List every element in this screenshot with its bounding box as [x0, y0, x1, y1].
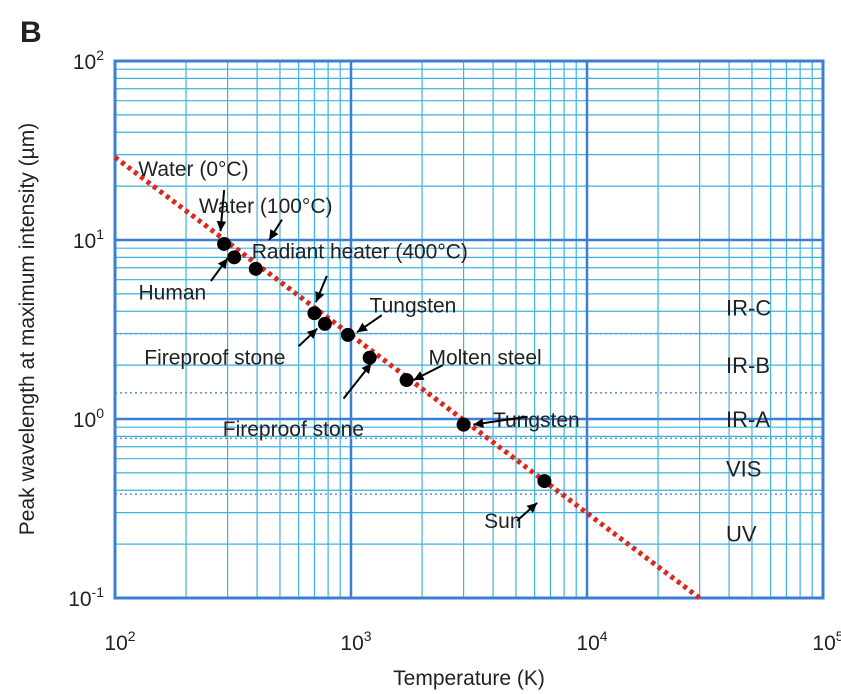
y-tick-label: 102 [73, 47, 104, 74]
data-point [248, 261, 263, 276]
x-tick-label: 103 [340, 628, 371, 655]
annotation-label: Water (100°C) [199, 195, 333, 218]
data-point [227, 250, 242, 265]
data-point [317, 316, 332, 331]
y-axis-ticks: 10-1 100 101 102 [68, 47, 104, 611]
data-point [217, 236, 232, 251]
y-axis-label: Peak wavelength at maximum intensity (µm… [16, 123, 39, 535]
annotations: Water (0°C) Water (100°C) Radiant heater (… [138, 158, 579, 533]
annotation-arrowhead [361, 363, 372, 374]
x-axis-label: Temperature (K) [393, 667, 545, 690]
band-label: IR-C [726, 295, 771, 320]
annotation-arrowhead [315, 291, 325, 303]
y-tick-label: 10-1 [68, 584, 104, 611]
data-points [217, 236, 552, 489]
data-point [537, 474, 552, 489]
annotation-label: Water (0°C) [138, 158, 248, 181]
x-tick-label: 102 [104, 628, 135, 655]
annotation-arrowhead [473, 418, 484, 428]
band-label: VIS [726, 456, 761, 481]
x-tick-label: 104 [576, 628, 607, 655]
annotation-arrowhead [306, 328, 318, 339]
annotation-label: Human [139, 281, 207, 304]
data-point [362, 350, 377, 365]
annotation-label: Sun [484, 510, 521, 533]
spectral-band-dividers [115, 332, 823, 496]
plot-frame [113, 59, 825, 600]
fit-line [113, 155, 702, 600]
x-axis-ticks: 102 103 104 105 [104, 628, 841, 655]
fit-line-dotted [113, 155, 702, 600]
annotation-arrowhead [216, 220, 227, 232]
annotation-label: Tungsten [493, 409, 580, 432]
annotation-label: Molten steel [428, 347, 541, 370]
y-tick-label: 101 [73, 226, 104, 253]
x-tick-label: 105 [812, 628, 841, 655]
data-point [307, 306, 322, 321]
annotation-label: Tungsten [370, 295, 457, 318]
annotation-label: Radiant heater (400°C) [252, 241, 468, 264]
data-point [456, 417, 471, 432]
y-tick-label: 100 [73, 405, 104, 432]
panel-label: B [20, 16, 42, 49]
annotation-arrowhead [413, 371, 425, 381]
data-point [340, 327, 355, 342]
annotation-label: Fireproof stone [223, 418, 364, 441]
annotation-arrowhead [217, 258, 228, 270]
annotation-arrowhead [356, 322, 368, 333]
band-label: UV [726, 521, 757, 546]
data-point [399, 373, 414, 388]
annotation-arrowhead [269, 229, 279, 240]
annotation-arrowhead [526, 502, 538, 514]
band-label: IR-A [726, 407, 770, 432]
annotation-label: Fireproof stone [144, 347, 285, 370]
band-label: IR-B [726, 353, 770, 378]
spectral-band-labels: IR-C IR-B IR-A VIS UV [726, 295, 771, 546]
grid [113, 59, 825, 600]
